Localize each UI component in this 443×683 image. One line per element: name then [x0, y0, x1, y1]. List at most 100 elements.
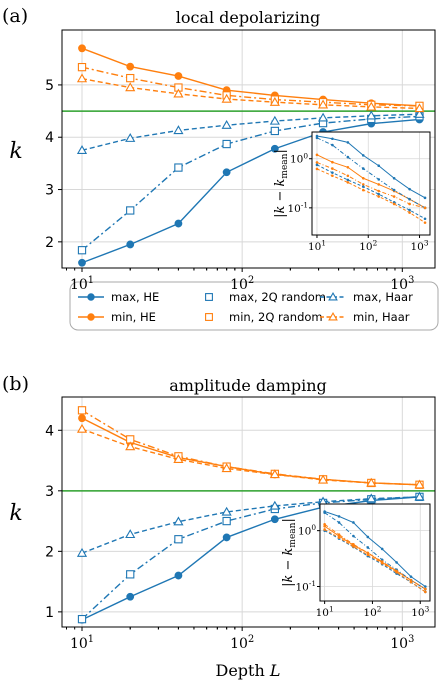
panel-b-series-line-2 [81, 496, 420, 620]
panel-a-inset-point-4-1 [331, 171, 334, 174]
panel-b-x-tick-label-base: 10 [70, 636, 88, 652]
panel-a-point-0-4 [270, 144, 279, 153]
panel-a-label: (a) [2, 5, 28, 27]
panel-b-inset-point-2-3 [366, 546, 370, 549]
panel-a-inset-point-3-4 [377, 189, 381, 193]
panel-a-point-2-0 [77, 246, 87, 255]
panel-b-x-tick-label-base: 10 [390, 636, 408, 652]
panel-a-series-line-5 [81, 77, 420, 110]
panel-b-inset-x-tick-label-base: 10 [363, 607, 376, 619]
panel-b-inset-y-tick-label-exp: -1 [309, 579, 316, 588]
panel-a-inset-point-4-6 [408, 208, 411, 212]
legend-swatch-marker-0 [87, 293, 95, 301]
panel-b-inset-point-3-0 [323, 522, 326, 526]
panel-b-inset-point-0-6 [409, 575, 413, 578]
panel-a-inset-y-label-main: |k − k [273, 178, 288, 217]
panel-b-inset-point-1-0 [323, 524, 326, 528]
panel-b-inset-point-5-4 [380, 562, 384, 565]
panel-a-inset-x-tick-label: 102 [359, 239, 377, 253]
panel-b-inset-point-0-4 [380, 547, 384, 551]
panel-a-series-line-1 [81, 47, 420, 107]
legend-swatch-marker-3 [205, 313, 213, 321]
panel-b-inset-point-5-5 [395, 570, 398, 574]
panel-a-point-5-2 [173, 88, 184, 98]
panel-a-inset-point-5-6 [408, 211, 411, 214]
panel-a-inset-point-1-3 [361, 176, 365, 180]
panel-b-series-line-1 [81, 417, 420, 486]
panel-a-point-0-0 [78, 258, 86, 267]
panel-a-inset-point-5-1 [331, 174, 334, 178]
panel-a-inset-x-tick-label: 101 [308, 239, 326, 253]
panel-b-inset-border [319, 503, 431, 602]
panel-a-y-tick-label: 3 [45, 183, 54, 199]
panel-b-point-5-3 [221, 463, 232, 473]
panel-b-point-2-2 [174, 535, 183, 544]
panel-b-inset-point-3-1 [337, 533, 341, 536]
panel-b-inset-point-5-6 [409, 580, 413, 584]
panel-a-title: local depolarizing [176, 8, 321, 27]
panel-a-point-4-7 [414, 108, 425, 118]
panel-a-inset-point-5-4 [377, 195, 381, 198]
panel-a-inset-point-5-0 [315, 167, 319, 171]
panel-b-point-4-7 [414, 491, 425, 501]
panel-b-inset-point-0-5 [395, 561, 398, 564]
panel-b-point-5-5 [317, 474, 329, 484]
panel-b-inset-point-3-2 [352, 542, 355, 546]
panel-b-point-0-1 [126, 592, 135, 601]
panel-a-x-tick-label: 102 [230, 275, 254, 293]
panel-a-inset-y-label: |k − kmean| [273, 149, 290, 218]
panel-b-series-line-5 [81, 428, 420, 486]
panel-b-point-5-1 [125, 441, 136, 451]
panel-b-inset-point-0-7 [424, 585, 427, 588]
panel-b-inset-point-0-3 [366, 535, 370, 539]
panel-b-inset-point-5-3 [366, 553, 370, 557]
panel-a-inset-point-5-3 [361, 188, 365, 192]
panel-a-axes-frame [61, 29, 436, 269]
panel-b-x-tick-label: 101 [70, 634, 94, 652]
panel-a-point-4-0 [76, 145, 88, 154]
panel-a-inset-point-0-5 [392, 176, 396, 180]
panel-a-inset-y-tick-label-exp: 0 [303, 151, 308, 160]
legend-swatch-marker-2 [205, 293, 213, 301]
panel-a-inset-point-5-7 [423, 221, 427, 224]
panel-b-point-2-3 [222, 516, 231, 526]
panel-b-inset-x-tick-label-exp: 3 [425, 605, 430, 614]
panel-a-inset-point-2-0 [315, 136, 319, 140]
panel-a-inset-point-0-3 [361, 154, 365, 157]
panel-a-inset-x-tick-label-base: 10 [359, 241, 372, 253]
legend-label-4: max, Haar [353, 290, 413, 304]
legend-label-3: min, 2Q random [229, 310, 323, 324]
panel-a-series-line-4 [81, 113, 420, 151]
panel-b-inset-point-5-7 [424, 590, 427, 594]
panel-a-x-tick-label: 101 [70, 275, 94, 293]
panel-a-point-5-3 [221, 93, 232, 103]
panel-a-inset-frame [311, 131, 431, 236]
panel-a-inset-y-tick-label-base: 10 [290, 154, 303, 166]
panel-a-point-0-2 [174, 219, 183, 228]
panel-a-point-2-3 [222, 139, 231, 149]
panel-a-inset-point-2-3 [361, 167, 365, 170]
panel-a-inset-point-2-2 [346, 155, 350, 159]
legend-items: max, HE min, HE max, 2Q random min, 2Q rand… [78, 290, 413, 324]
panel-a-point-5-1 [125, 82, 136, 92]
panel-a-inset-point-1-4 [377, 183, 381, 186]
panel-b-inset-x-tick-label: 103 [411, 605, 429, 619]
panel-a-series [76, 44, 425, 267]
panel-a-inset-point-1-2 [346, 165, 350, 169]
panel-b-point-5-2 [173, 454, 184, 463]
panel-a-inset-y-tick-label: 100 [290, 151, 308, 165]
panel-b-inset-point-2-2 [352, 534, 355, 538]
panel-a-inset-y-tick-label-base: 10 [287, 203, 300, 215]
legend-label-0: max, HE [111, 290, 159, 304]
panel-a-point-4-2 [173, 125, 184, 135]
panel-b-inset-point-3-7 [424, 587, 427, 591]
panel-a-inset-point-0-2 [346, 141, 350, 144]
panel-b-y-tick-label: 2 [45, 544, 54, 560]
panel-b-inset-line-2 [324, 512, 426, 590]
panel-a-inset-point-4-0 [315, 163, 319, 167]
panel-a-point-5-7 [414, 103, 425, 113]
